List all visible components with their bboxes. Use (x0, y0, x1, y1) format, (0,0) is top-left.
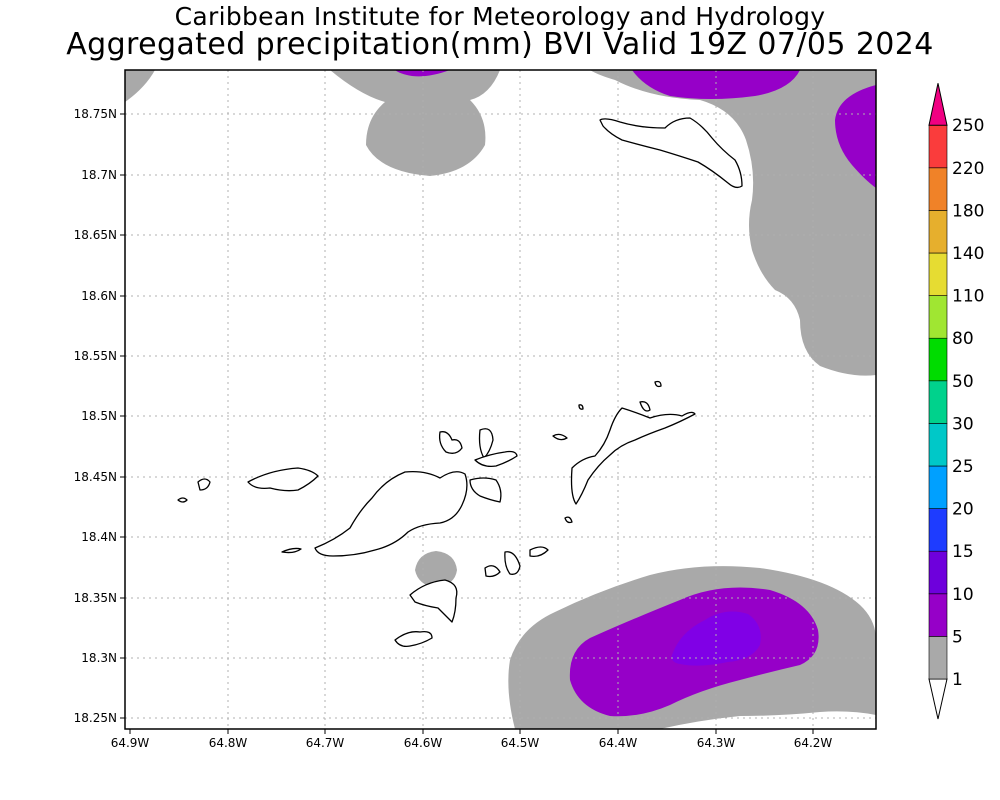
island-tortola (314, 470, 468, 557)
precip-area-top-right (590, 70, 876, 376)
lat-label: 18.6N (81, 289, 117, 303)
lat-label: 18.55N (74, 349, 117, 363)
colorbar-segment (928, 593, 948, 637)
lon-label: 64.5W (501, 736, 540, 750)
colorbar-segment (928, 167, 948, 211)
colorbar-segment (928, 465, 948, 509)
lat-lon-gridlines (125, 70, 876, 729)
colorbar-label: 140 (952, 244, 984, 264)
lat-label: 18.75N (74, 107, 117, 121)
lon-labels: 64.9W 64.8W 64.7W 64.6W 64.5W 64.4W 64.3… (111, 736, 833, 750)
colorbar-label: 20 (952, 500, 974, 520)
island-small-mid-3 (578, 404, 584, 410)
island-cay-3 (529, 546, 549, 558)
map-frame (124, 69, 877, 730)
colorbar-label: 25 (952, 457, 974, 477)
colorbar-segment (928, 252, 948, 296)
colorbar-label: 250 (952, 116, 984, 136)
colorbar-segment (928, 295, 948, 339)
colorbar-under-triangle (928, 678, 948, 720)
precip-area-top-right-purple-2 (835, 85, 876, 188)
colorbar-segment (928, 636, 948, 680)
lat-label: 18.5N (81, 409, 117, 423)
island-great-camanoe (478, 428, 494, 459)
colorbar-label: 50 (952, 372, 974, 392)
island-small-east-2 (654, 380, 662, 388)
colorbar-over-triangle (928, 83, 948, 126)
lat-label: 18.25N (74, 711, 117, 725)
island-far-west (177, 497, 188, 503)
colorbar-segment (928, 508, 948, 552)
colorbar-segment (928, 380, 948, 424)
island-small-east-1 (639, 401, 651, 412)
precip-area-top-right-purple-1 (632, 70, 800, 99)
island-east-tortola-chain (469, 477, 502, 503)
precip-area-small-blob (415, 551, 457, 588)
island-west-small (197, 478, 211, 491)
island-small-mid-1 (552, 433, 568, 441)
lat-label: 18.4N (81, 530, 117, 544)
colorbar-segment (928, 550, 948, 595)
lat-label: 18.3N (81, 651, 117, 665)
colorbar-label: 180 (952, 201, 984, 221)
colorbar-segment (928, 337, 948, 382)
axis-tick-marks (120, 113, 814, 734)
island-st-thomas-south (394, 630, 433, 648)
colorbar-label: 80 (952, 329, 974, 349)
colorbar-label: 1 (952, 670, 963, 690)
island-guana (438, 431, 463, 454)
colorbar-label: 10 (952, 585, 974, 605)
map-plot-area (125, 70, 876, 729)
island-cay-1 (484, 565, 501, 578)
lat-label: 18.65N (74, 228, 117, 242)
colorbar-label: 30 (952, 414, 974, 434)
colorbar-segment (928, 210, 948, 254)
lat-labels: 18.75N 18.7N 18.65N 18.6N 18.55N 18.5N 1… (74, 107, 117, 725)
lat-label: 18.45N (74, 470, 117, 484)
precip-area-top-left-corner (125, 70, 155, 102)
precip-area-top-center (330, 70, 500, 176)
lon-label: 64.9W (111, 736, 150, 750)
island-outlines (177, 117, 743, 648)
island-cay-2 (504, 551, 521, 575)
lon-label: 64.6W (404, 736, 443, 750)
precip-area-bottom-right-violet (671, 611, 761, 666)
colorbar-segment (928, 124, 948, 169)
island-small-mid-2 (564, 516, 573, 524)
lon-label: 64.8W (209, 736, 248, 750)
colorbar-segment (928, 423, 948, 467)
island-st-john-south (409, 579, 458, 623)
lon-label: 64.2W (794, 736, 833, 750)
island-virgin-gorda-north (474, 450, 518, 468)
colorbar-label: 5 (952, 627, 963, 647)
lat-label: 18.35N (74, 591, 117, 605)
colorbar-label: 220 (952, 159, 984, 179)
lon-label: 64.4W (599, 736, 638, 750)
colorbar-label: 15 (952, 542, 974, 562)
lon-label: 64.3W (697, 736, 736, 750)
island-anegada-chain (570, 407, 696, 505)
island-cay-4 (281, 547, 302, 554)
map-title-line2: Aggregated precipitation(mm) BVI Valid 1… (66, 27, 934, 62)
lat-label: 18.7N (81, 168, 117, 182)
colorbar-label: 110 (952, 287, 984, 307)
island-jost-van-dyke (247, 467, 319, 492)
map-title-line1: Caribbean Institute for Meteorology and … (174, 2, 826, 31)
precip-area-top-center-purple (395, 70, 450, 77)
lon-label: 64.7W (306, 736, 345, 750)
island-st-croix (599, 117, 743, 189)
